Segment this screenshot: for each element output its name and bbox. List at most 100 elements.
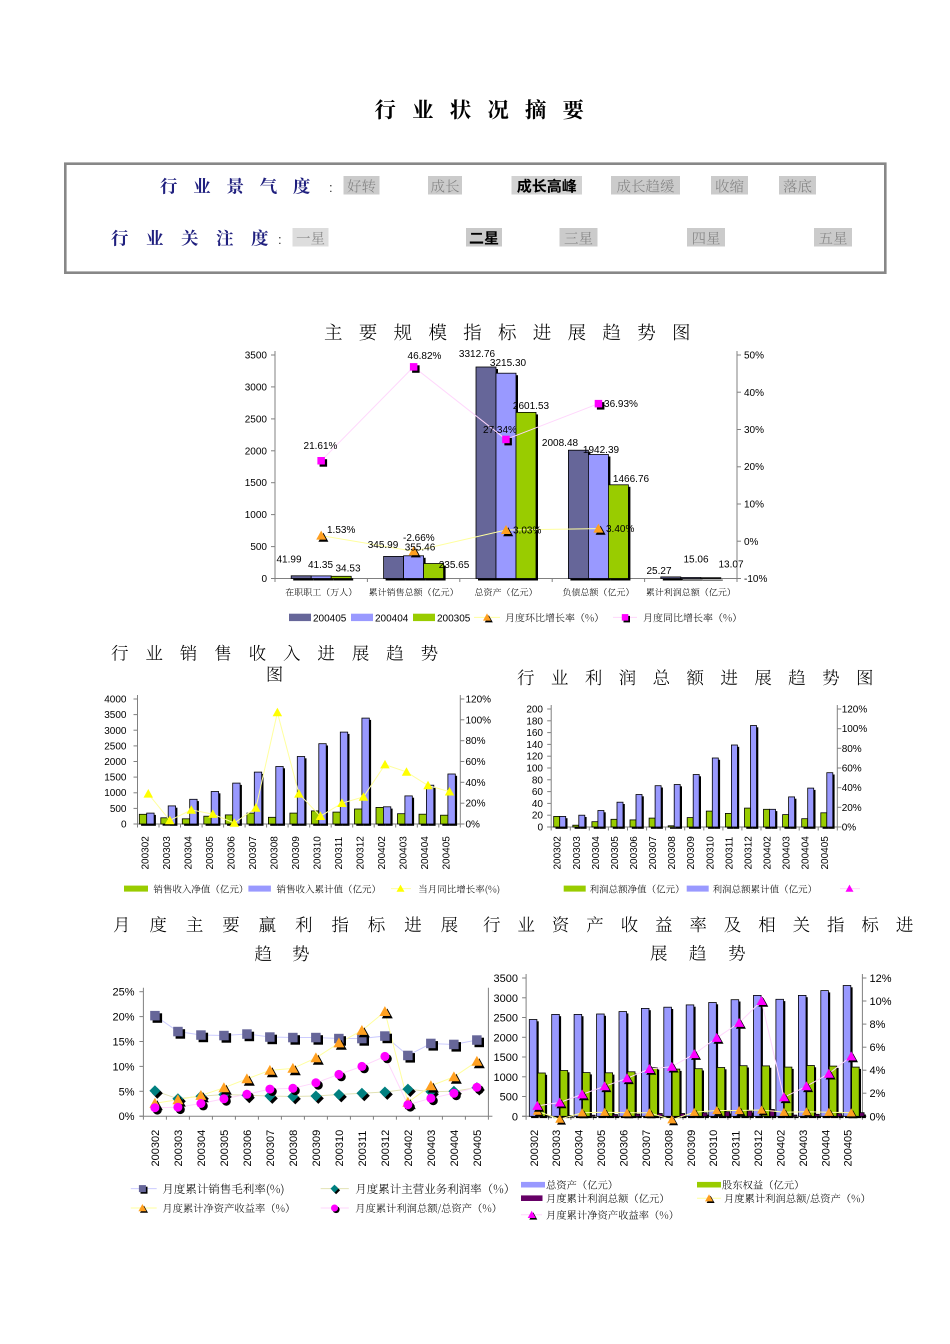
svg-text:1.53%: 1.53% bbox=[327, 525, 355, 536]
svg-text:-2.66%: -2.66% bbox=[403, 533, 435, 544]
svg-text:80%: 80% bbox=[842, 744, 862, 755]
svg-text:10%: 10% bbox=[870, 996, 892, 1008]
svg-text:30%: 30% bbox=[744, 425, 764, 436]
svg-text:20%: 20% bbox=[744, 462, 764, 473]
svg-text:120%: 120% bbox=[466, 695, 492, 706]
svg-text:160: 160 bbox=[526, 728, 543, 739]
svg-text:200305: 200305 bbox=[205, 836, 216, 870]
svg-text:20%: 20% bbox=[842, 803, 862, 814]
svg-text:200405: 200405 bbox=[820, 836, 831, 870]
svg-text:200402: 200402 bbox=[763, 836, 774, 870]
svg-text:200403: 200403 bbox=[782, 836, 793, 870]
svg-text:200403: 200403 bbox=[426, 1130, 438, 1167]
svg-text:12%: 12% bbox=[870, 973, 892, 985]
svg-text:0: 0 bbox=[261, 574, 267, 585]
svg-text:80%: 80% bbox=[466, 736, 486, 747]
svg-text:200: 200 bbox=[526, 705, 543, 716]
svg-text:140: 140 bbox=[526, 740, 543, 751]
svg-text:200305: 200305 bbox=[219, 1130, 231, 1167]
svg-text:200402: 200402 bbox=[377, 836, 388, 870]
svg-text:200404: 200404 bbox=[420, 836, 431, 870]
svg-text:200310: 200310 bbox=[708, 1130, 720, 1167]
svg-text:200312: 200312 bbox=[356, 836, 367, 870]
svg-text:5%: 5% bbox=[119, 1086, 135, 1098]
svg-text:180: 180 bbox=[526, 716, 543, 727]
svg-text:200307: 200307 bbox=[641, 1130, 653, 1167]
svg-text::: : bbox=[329, 180, 333, 195]
svg-text:200304: 200304 bbox=[196, 1130, 208, 1167]
svg-text:4000: 4000 bbox=[104, 695, 127, 706]
svg-text:41.99: 41.99 bbox=[276, 555, 301, 566]
svg-text:60%: 60% bbox=[466, 757, 486, 768]
svg-text:1500: 1500 bbox=[245, 478, 268, 489]
svg-text:200308: 200308 bbox=[288, 1130, 300, 1167]
svg-text:2000: 2000 bbox=[104, 757, 127, 768]
svg-text:3500: 3500 bbox=[494, 973, 518, 985]
svg-text:3215.30: 3215.30 bbox=[490, 358, 527, 369]
svg-text:1000: 1000 bbox=[245, 510, 268, 521]
svg-text:2008.48: 2008.48 bbox=[542, 438, 579, 449]
svg-text:200312: 200312 bbox=[753, 1130, 765, 1167]
svg-text:500: 500 bbox=[250, 542, 267, 553]
svg-text:200307: 200307 bbox=[648, 836, 659, 870]
svg-text:200311: 200311 bbox=[334, 836, 345, 869]
svg-text:200311: 200311 bbox=[724, 836, 735, 869]
svg-text:200306: 200306 bbox=[629, 836, 640, 870]
svg-text:200404: 200404 bbox=[820, 1130, 832, 1167]
svg-text:200404: 200404 bbox=[449, 1130, 461, 1167]
svg-text:27.34%: 27.34% bbox=[483, 425, 517, 436]
svg-text:0: 0 bbox=[512, 1111, 518, 1123]
svg-text:200304: 200304 bbox=[591, 836, 602, 870]
svg-text:34.53: 34.53 bbox=[335, 564, 360, 575]
svg-text:3500: 3500 bbox=[104, 710, 127, 721]
svg-text:200310: 200310 bbox=[334, 1130, 346, 1167]
svg-text:15%: 15% bbox=[112, 1037, 134, 1049]
svg-text:200310: 200310 bbox=[312, 836, 323, 870]
svg-text:80: 80 bbox=[532, 775, 544, 786]
svg-text:200402: 200402 bbox=[775, 1130, 787, 1167]
svg-text:46.82%: 46.82% bbox=[408, 351, 442, 362]
svg-text:3000: 3000 bbox=[494, 993, 518, 1005]
svg-text:355.46: 355.46 bbox=[405, 543, 436, 554]
svg-text:20%: 20% bbox=[112, 1012, 134, 1024]
svg-text:0%: 0% bbox=[842, 823, 857, 834]
svg-text:200303: 200303 bbox=[173, 1130, 185, 1167]
svg-text:200405: 200405 bbox=[472, 1130, 484, 1167]
svg-text:50%: 50% bbox=[744, 351, 764, 362]
svg-text:1000: 1000 bbox=[494, 1072, 518, 1084]
svg-text:200402: 200402 bbox=[403, 1130, 415, 1167]
svg-text:0%: 0% bbox=[870, 1111, 886, 1123]
svg-text:200305: 200305 bbox=[596, 1130, 608, 1167]
svg-text:120%: 120% bbox=[842, 705, 868, 716]
svg-text:200307: 200307 bbox=[248, 836, 259, 870]
svg-text:0: 0 bbox=[121, 820, 127, 831]
svg-text:200309: 200309 bbox=[686, 836, 697, 870]
svg-text:2000: 2000 bbox=[245, 446, 268, 457]
svg-text:2500: 2500 bbox=[104, 741, 127, 752]
svg-text:25.27: 25.27 bbox=[646, 566, 671, 577]
svg-text:120: 120 bbox=[526, 752, 543, 763]
svg-text:200310: 200310 bbox=[705, 836, 716, 870]
svg-text:200303: 200303 bbox=[572, 836, 583, 870]
svg-text:60: 60 bbox=[532, 787, 544, 798]
svg-text:21.61%: 21.61% bbox=[304, 441, 338, 452]
svg-text:3312.76: 3312.76 bbox=[459, 349, 496, 360]
svg-text:40%: 40% bbox=[466, 778, 486, 789]
svg-text::: : bbox=[278, 232, 282, 247]
svg-text:100: 100 bbox=[526, 764, 543, 775]
svg-text:100%: 100% bbox=[466, 715, 492, 726]
svg-text:200303: 200303 bbox=[162, 836, 173, 870]
svg-text:200405: 200405 bbox=[442, 836, 453, 870]
svg-text:200312: 200312 bbox=[380, 1130, 392, 1167]
svg-text:345.99: 345.99 bbox=[368, 540, 399, 551]
svg-text:20: 20 bbox=[532, 811, 544, 822]
svg-text:3.03%: 3.03% bbox=[513, 526, 541, 537]
svg-text:200306: 200306 bbox=[242, 1130, 254, 1167]
svg-text:200302: 200302 bbox=[553, 836, 564, 870]
svg-text:200309: 200309 bbox=[291, 836, 302, 870]
svg-text:2%: 2% bbox=[870, 1088, 886, 1100]
svg-text:200306: 200306 bbox=[619, 1130, 631, 1167]
svg-text:13.07: 13.07 bbox=[718, 560, 743, 571]
svg-text:3000: 3000 bbox=[104, 726, 127, 737]
svg-text:1466.76: 1466.76 bbox=[613, 474, 650, 485]
